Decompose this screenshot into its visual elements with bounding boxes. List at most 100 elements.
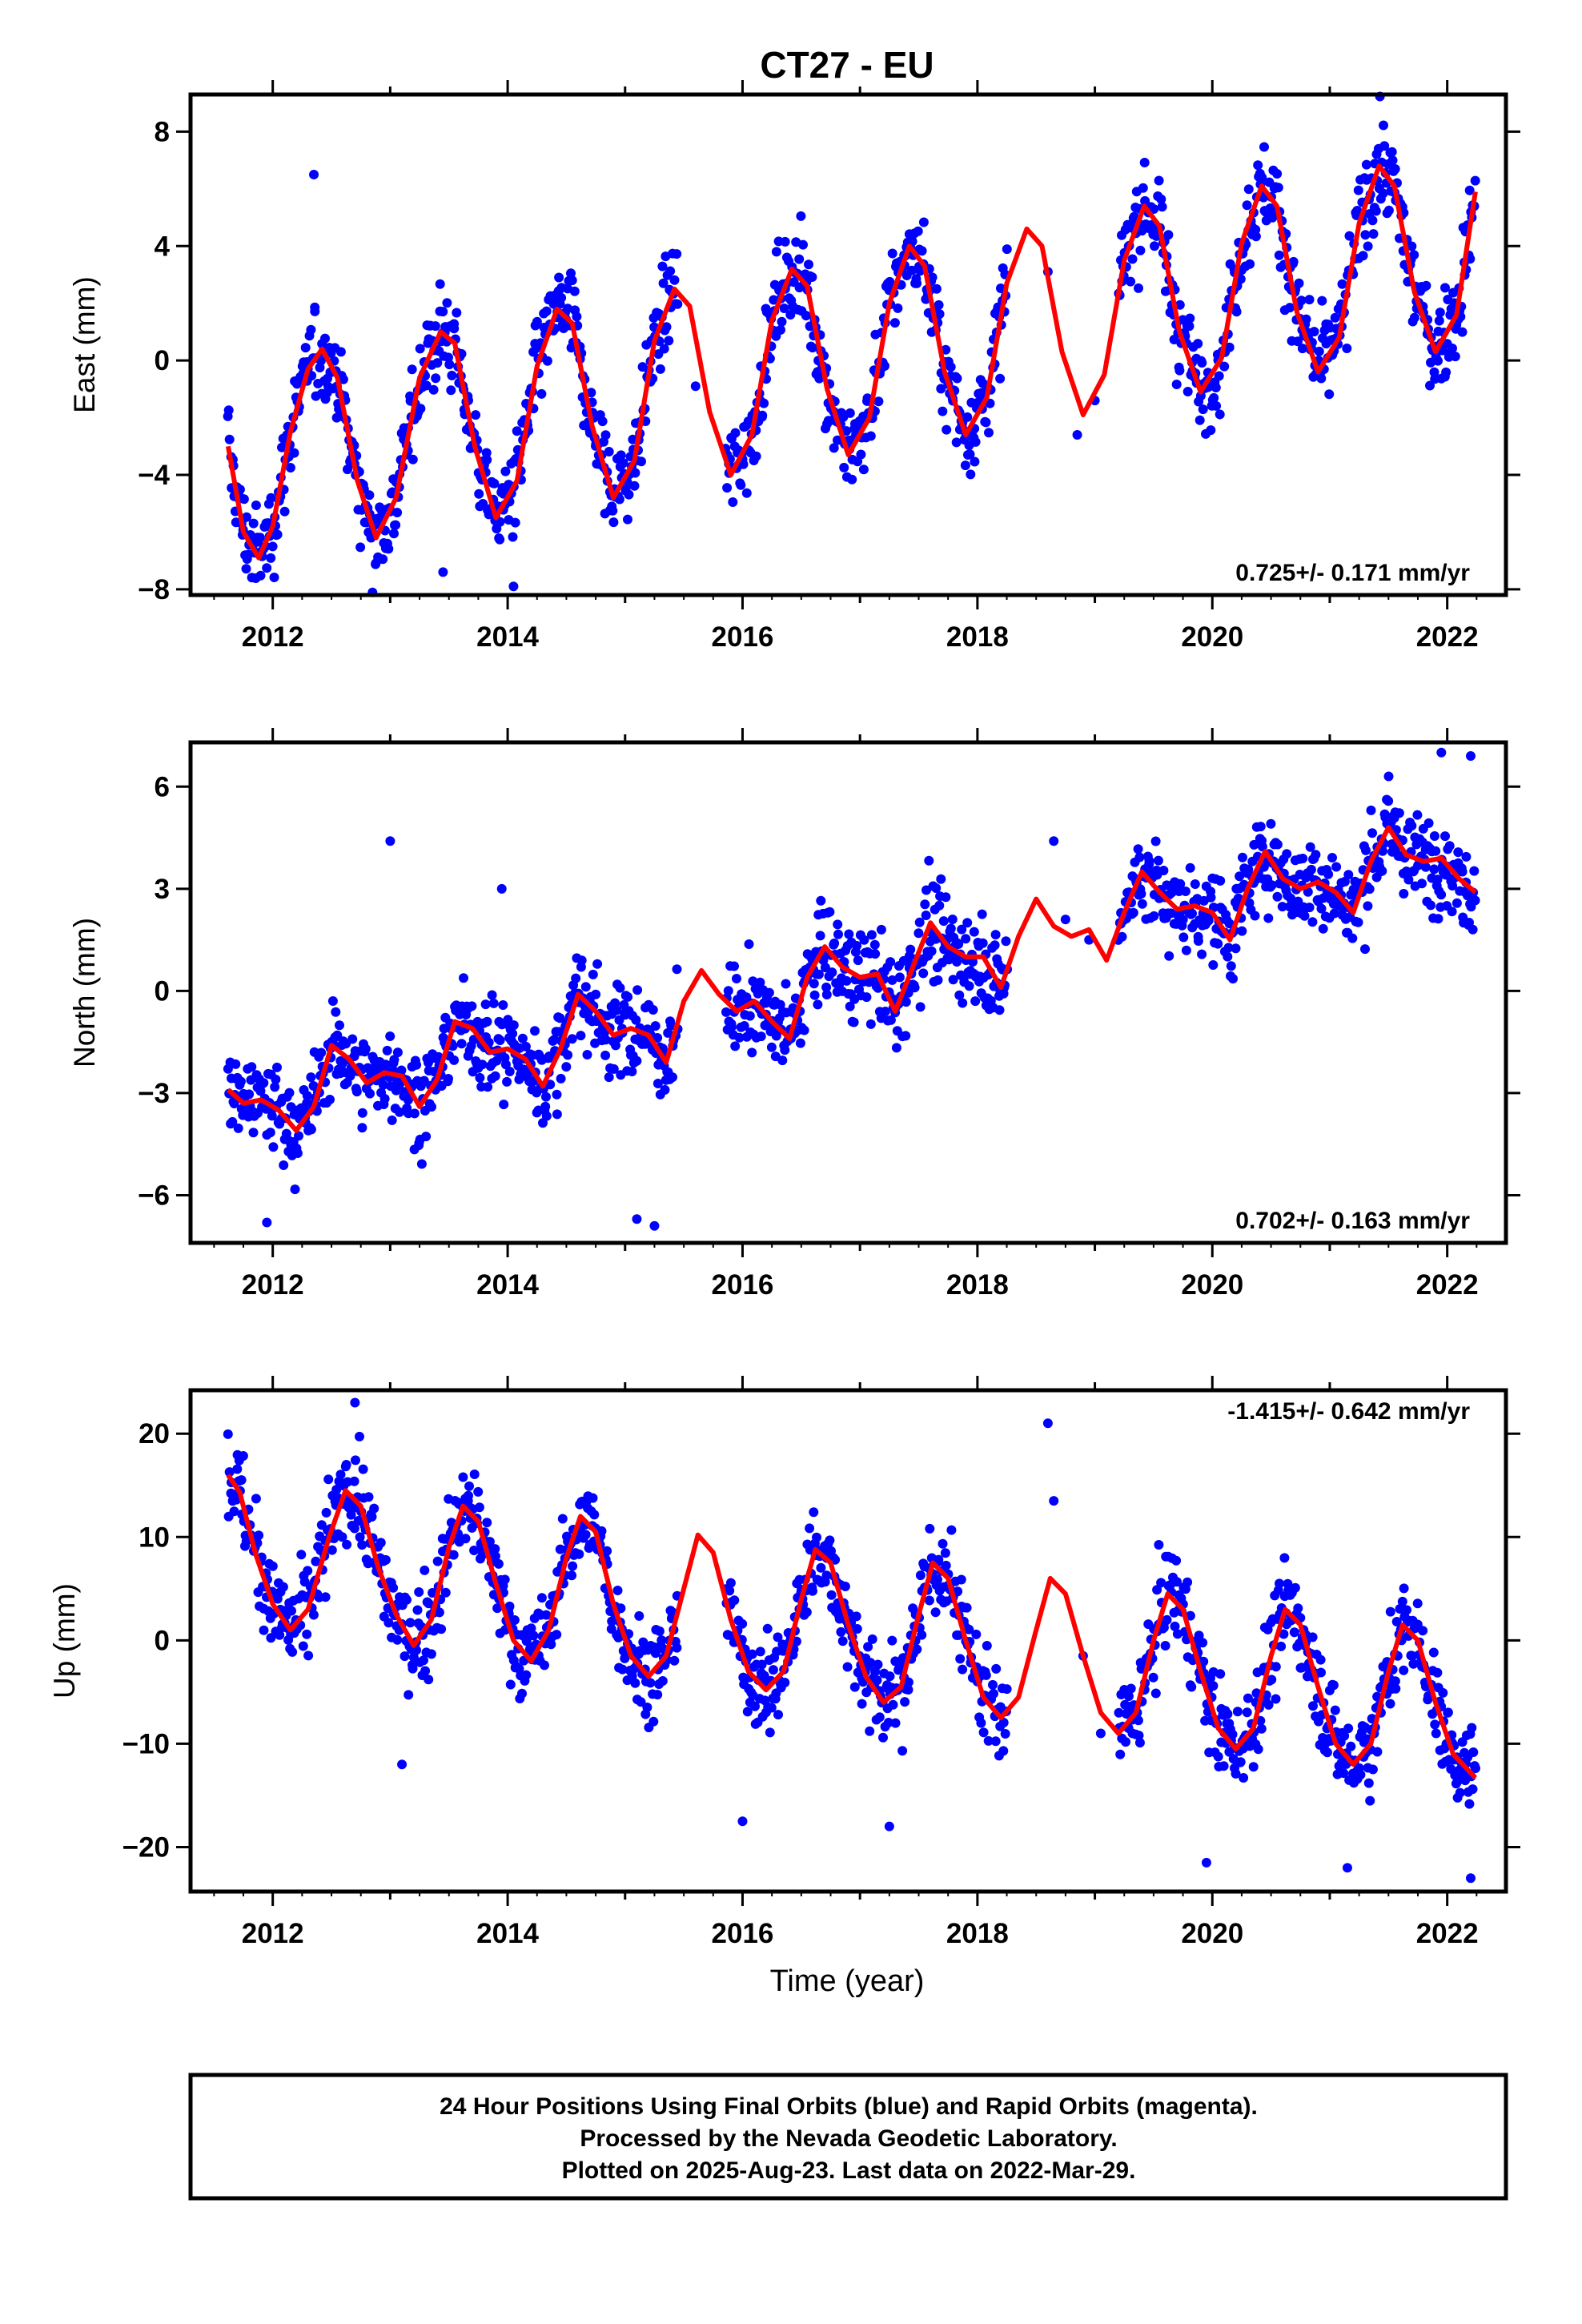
up-data-point <box>971 1629 982 1639</box>
east-data-point <box>1296 296 1307 306</box>
up-data-point <box>962 1602 972 1613</box>
north-data-point <box>1433 914 1443 924</box>
east-data-point <box>262 563 272 573</box>
north-data-point <box>247 1062 257 1072</box>
up-data-point <box>521 1670 532 1680</box>
east-data-point <box>776 324 785 335</box>
north-data-point <box>885 1015 896 1025</box>
east-data-point <box>600 430 611 440</box>
east-data-point <box>738 459 749 469</box>
east-data-point <box>1379 141 1390 151</box>
up-data-point <box>725 1578 736 1588</box>
east-data-point <box>1407 241 1417 251</box>
east-data-point <box>446 385 456 396</box>
east-data-point <box>306 324 316 335</box>
up-data-point <box>1160 1641 1170 1651</box>
north-data-point <box>918 968 929 979</box>
north-data-point <box>395 1107 404 1117</box>
east-data-point <box>665 266 676 276</box>
east-data-point <box>1353 185 1363 195</box>
east-data-point <box>801 311 811 321</box>
east-data-point <box>1197 358 1207 368</box>
north-y-axis-label: North (mm) <box>68 918 101 1068</box>
up-data-point <box>1276 1641 1287 1651</box>
east-data-point <box>355 542 366 553</box>
up-data-point <box>464 1481 474 1491</box>
north-data-point <box>316 1047 327 1058</box>
north-data-point <box>1213 939 1223 949</box>
east-data-point <box>807 272 817 282</box>
up-data-point <box>517 1688 527 1699</box>
up-data-point <box>1412 1598 1423 1609</box>
east-panel: 2012 2014 2016 2018 2020 2022 8 4 0 −4 −8 East (m… <box>68 80 1520 653</box>
east-data-point <box>804 259 813 270</box>
up-data-point <box>1243 1693 1253 1703</box>
north-data-point <box>357 1123 367 1133</box>
north-data-point <box>396 1065 407 1076</box>
north-data-point <box>541 1111 552 1121</box>
east-data-point <box>934 300 944 310</box>
up-data-point <box>1186 1682 1197 1692</box>
east-data-point <box>391 520 401 530</box>
up-data-point <box>1399 1665 1409 1675</box>
east-data-point <box>995 373 1006 384</box>
up-data-point <box>428 1588 438 1598</box>
up-data-point <box>1223 1709 1233 1719</box>
north-data-point <box>726 1022 737 1032</box>
up-data-point <box>780 1678 790 1687</box>
east-data-point <box>1292 336 1303 347</box>
north-data-point <box>901 997 911 1007</box>
up-data-point <box>636 1697 646 1707</box>
up-data-point <box>1279 1553 1290 1563</box>
east-data-point <box>913 226 923 236</box>
up-data-point <box>408 1663 418 1674</box>
north-data-point <box>734 1032 745 1043</box>
up-data-point <box>773 1710 783 1720</box>
north-data-point <box>1469 866 1480 876</box>
north-data-point <box>970 996 981 1007</box>
east-data-point <box>941 344 951 355</box>
east-data-point <box>1209 392 1219 403</box>
east-data-point <box>378 554 388 565</box>
up-data-point <box>1156 1578 1166 1588</box>
up-data-point <box>1194 1630 1204 1641</box>
east-data-point <box>1245 259 1255 269</box>
up-data-point <box>991 1663 1002 1674</box>
up-panel: 2012 2014 2016 2018 2020 2022 20 10 0 −10 −20 Up … <box>48 1376 1520 1949</box>
east-data-point <box>407 364 417 375</box>
up-data-point <box>998 1746 1009 1756</box>
east-data-point <box>320 333 330 344</box>
east-data-point <box>659 344 669 354</box>
north-data-point <box>351 1087 362 1097</box>
north-data-point <box>600 1050 611 1060</box>
north-data-point <box>1224 919 1235 929</box>
east-data-point <box>1387 147 1397 157</box>
up-data-point <box>536 1593 547 1603</box>
up-data-point <box>526 1623 536 1634</box>
up-data-point <box>1123 1691 1134 1702</box>
east-data-point <box>1360 230 1371 240</box>
north-data-point <box>385 1031 396 1041</box>
east-data-point <box>1224 342 1235 352</box>
north-data-point <box>1255 822 1266 832</box>
north-data-point <box>335 1020 344 1031</box>
north-data-point <box>958 998 968 1008</box>
up-data-point <box>737 1618 748 1629</box>
east-data-point <box>1138 183 1148 193</box>
north-data-point <box>271 1074 281 1084</box>
up-data-point <box>867 1634 877 1644</box>
north-data-point <box>820 963 830 973</box>
up-data-point <box>801 1607 812 1618</box>
up-data-point <box>613 1632 624 1642</box>
north-data-point <box>954 990 965 1000</box>
north-data-point <box>1153 855 1163 866</box>
east-data-point <box>1288 256 1299 267</box>
north-data-point <box>1327 853 1337 862</box>
east-data-point <box>960 460 970 471</box>
north-data-point <box>492 1055 502 1066</box>
up-data-point <box>278 1582 288 1592</box>
east-data-point <box>942 424 952 435</box>
north-data-point <box>1136 889 1146 899</box>
up-data-point <box>750 1701 760 1711</box>
